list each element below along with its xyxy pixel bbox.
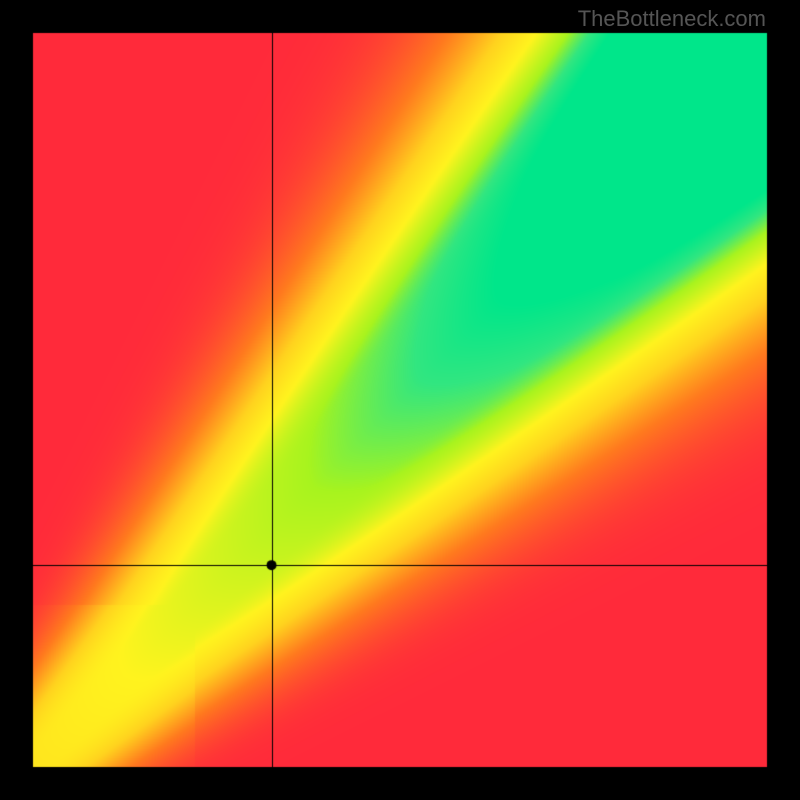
heatmap-canvas [0, 0, 800, 800]
watermark-text: TheBottleneck.com [578, 6, 766, 32]
